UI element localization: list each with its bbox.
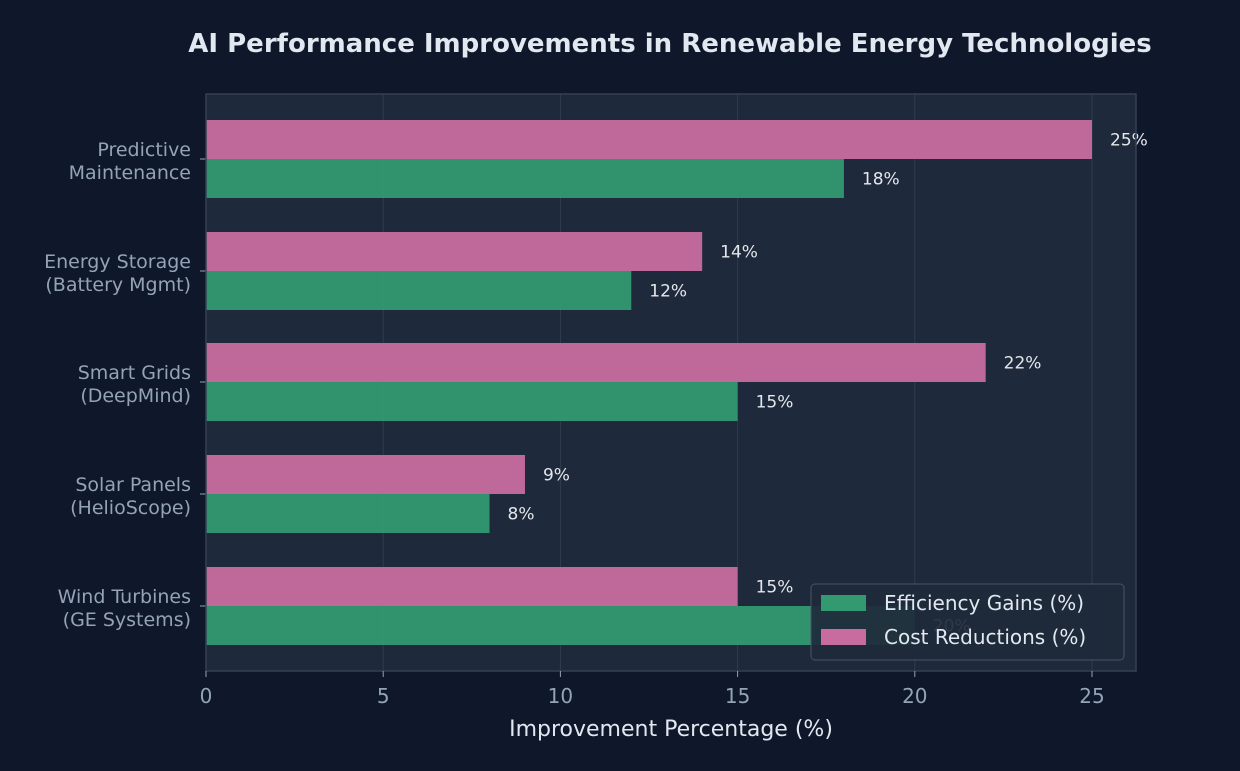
x-tick-label: 5 bbox=[377, 684, 390, 708]
plot-frame bbox=[205, 93, 1137, 672]
x-axis-label: Improvement Percentage (%) bbox=[509, 717, 833, 742]
value-label-cost-reduction: 14% bbox=[720, 243, 758, 263]
bar-cost-reduction bbox=[206, 232, 703, 271]
x-tick-label: 20 bbox=[902, 684, 927, 708]
bar-efficiency-gain bbox=[206, 271, 632, 310]
x-tick-label: 15 bbox=[725, 684, 750, 708]
bar-efficiency-gain bbox=[206, 382, 738, 421]
y-tick-label: Solar Panels (HelioScope) bbox=[70, 474, 191, 519]
value-label-cost-reduction: 15% bbox=[756, 578, 794, 598]
bar-cost-reduction bbox=[206, 120, 1092, 159]
y-tick-label: Energy Storage (Battery Mgmt) bbox=[44, 251, 191, 296]
bar-cost-reduction bbox=[206, 567, 738, 606]
value-label-efficiency-gain: 18% bbox=[862, 170, 900, 190]
bar-efficiency-gain bbox=[206, 494, 490, 533]
legend-swatch bbox=[821, 595, 866, 611]
bar-cost-reduction bbox=[206, 455, 525, 494]
legend-swatch bbox=[821, 629, 866, 645]
y-tick-label: Predictive Maintenance bbox=[69, 139, 191, 184]
legend-label: Cost Reductions (%) bbox=[884, 625, 1086, 649]
bar-efficiency-gain bbox=[206, 159, 844, 198]
y-tick-label: Smart Grids (DeepMind) bbox=[78, 362, 191, 407]
legend-label: Efficiency Gains (%) bbox=[884, 591, 1084, 615]
value-label-cost-reduction: 9% bbox=[543, 466, 570, 486]
value-label-efficiency-gain: 8% bbox=[508, 505, 535, 525]
value-label-cost-reduction: 22% bbox=[1004, 354, 1042, 374]
chart-title: AI Performance Improvements in Renewable… bbox=[188, 29, 1151, 59]
value-label-efficiency-gain: 15% bbox=[756, 393, 794, 413]
bar-cost-reduction bbox=[206, 343, 986, 382]
bar-efficiency-gain bbox=[206, 606, 915, 645]
x-tick-label: 0 bbox=[200, 684, 213, 708]
x-tick-label: 25 bbox=[1079, 684, 1104, 708]
value-label-efficiency-gain: 12% bbox=[649, 282, 687, 302]
x-tick-label: 10 bbox=[548, 684, 573, 708]
y-tick-label: Wind Turbines (GE Systems) bbox=[58, 586, 191, 631]
legend-box bbox=[810, 583, 1125, 661]
value-label-cost-reduction: 25% bbox=[1110, 131, 1148, 151]
